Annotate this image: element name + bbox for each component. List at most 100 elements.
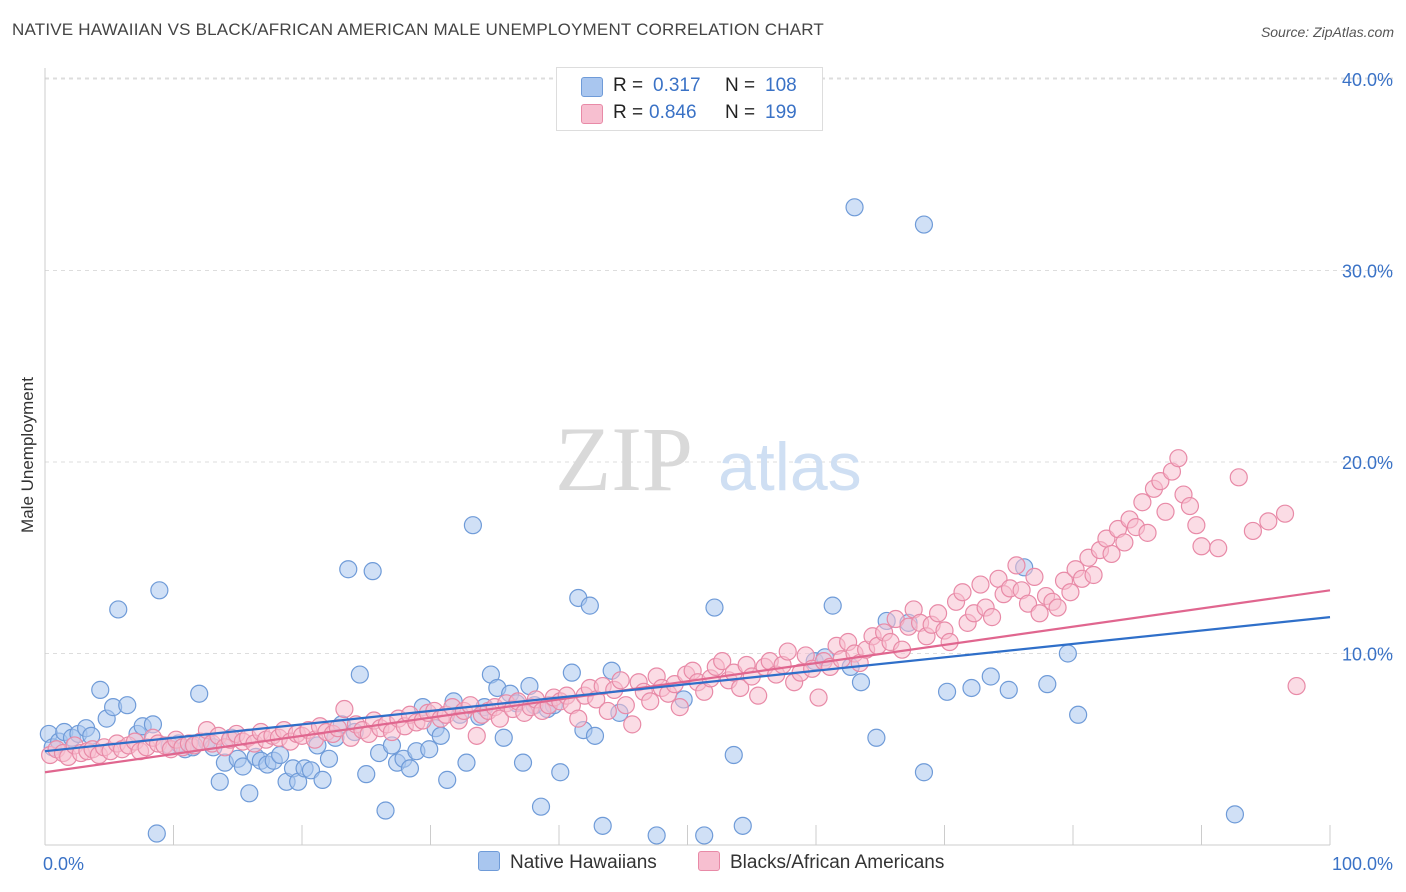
black-point [1229, 468, 1248, 487]
black-point [1007, 556, 1026, 575]
native-point [851, 673, 871, 692]
native-point [1225, 805, 1245, 824]
native-point [210, 772, 229, 791]
correlation-legend: R = 0.317 N = 108 R = 0.846 N = 199 [556, 67, 823, 131]
native-point [937, 682, 957, 701]
native-point [494, 728, 513, 747]
black-point [335, 699, 354, 719]
native-point [867, 728, 886, 747]
black-point [1030, 604, 1049, 623]
native-point [313, 770, 332, 789]
legend-n-label: N = [725, 102, 756, 123]
black-point [1061, 583, 1080, 602]
native-point [109, 600, 128, 619]
native-point [339, 560, 358, 579]
black-point [670, 698, 689, 717]
native-point [999, 680, 1018, 699]
native-point [438, 770, 457, 789]
native-point [91, 680, 110, 699]
black-point [1287, 676, 1306, 696]
native-point [914, 763, 934, 782]
trend-lines [44, 589, 1331, 774]
native-point [695, 826, 714, 845]
legend-swatch-native [581, 77, 603, 97]
black-point [641, 692, 660, 711]
axes [44, 68, 1331, 846]
native-point [1069, 705, 1088, 724]
black-point [940, 632, 959, 652]
bottom-legend-label-native: Native Hawaiians [510, 852, 657, 873]
black-point [490, 709, 509, 728]
native-point [724, 745, 743, 765]
black-point [713, 652, 732, 671]
bottom-legend-native: Native Hawaiians [478, 851, 657, 874]
tick-labels: 10.0% 20.0% 30.0% 40.0% 0.0% 100.0% [43, 70, 1393, 874]
native-point [647, 826, 666, 845]
bottom-legend-black: Blacks/African Americans [698, 851, 944, 874]
native-point [551, 763, 570, 782]
black-point [982, 608, 1002, 627]
native-point [914, 215, 934, 234]
black-point [1180, 496, 1200, 516]
native-point [240, 784, 259, 803]
native-point [580, 596, 599, 615]
y-tick-label: 20.0% [1342, 453, 1393, 473]
black-point [1133, 493, 1152, 512]
native-point [1058, 644, 1077, 663]
black-point [1084, 565, 1103, 585]
chart-title: NATIVE HAWAIIAN VS BLACK/AFRICAN AMERICA… [12, 20, 825, 39]
bottom-legend-swatch-black [698, 851, 720, 871]
legend-n-label: N = [725, 75, 756, 96]
trend-line-native [44, 616, 1331, 753]
black-point [598, 701, 617, 721]
bottom-legend-swatch-native [478, 851, 500, 871]
black-point [953, 583, 972, 602]
native-point [431, 726, 450, 745]
native-point [845, 198, 864, 217]
native-point [350, 665, 369, 684]
native-point [705, 598, 724, 617]
black-point [467, 726, 486, 745]
black-point [809, 688, 828, 707]
native-point [981, 667, 1000, 686]
x-tick-label: 100.0% [1332, 854, 1393, 874]
native-point [463, 516, 483, 535]
black-point [1138, 523, 1157, 542]
black-point [1192, 537, 1211, 556]
y-tick-label: 10.0% [1342, 645, 1393, 665]
native-point [962, 678, 981, 698]
native-point [376, 801, 395, 820]
legend-n-value: 108 [765, 75, 797, 96]
black-point [1169, 449, 1188, 468]
native-point [513, 753, 533, 772]
native-point [733, 816, 752, 835]
watermark-zip: ZIP [555, 408, 693, 510]
native-point [319, 749, 339, 768]
black-point [1025, 567, 1044, 587]
black-point [1243, 521, 1263, 541]
legend-r-value: 0.846 [649, 102, 697, 123]
black-point [1275, 504, 1295, 523]
grid-lines [45, 77, 1395, 654]
watermark: ZIP atlas [555, 408, 862, 510]
black-point [1187, 516, 1206, 535]
native-point [420, 740, 439, 759]
native-point [147, 824, 166, 843]
native-point [150, 581, 169, 600]
native-point [190, 684, 209, 703]
native-point [562, 663, 581, 682]
native-point [400, 759, 420, 778]
native-point [357, 765, 376, 784]
legend-r-label: R = [613, 75, 644, 96]
bottom-legend-label-black: Blacks/African Americans [730, 852, 945, 873]
black-point [1115, 533, 1134, 552]
native-point [457, 753, 476, 772]
trend-line-black [44, 589, 1331, 774]
native-point [823, 596, 842, 615]
native-point [118, 696, 137, 715]
black-point [928, 604, 948, 623]
black-point [1259, 512, 1278, 531]
legend-swatch-black [581, 104, 603, 124]
native-point [593, 816, 612, 835]
